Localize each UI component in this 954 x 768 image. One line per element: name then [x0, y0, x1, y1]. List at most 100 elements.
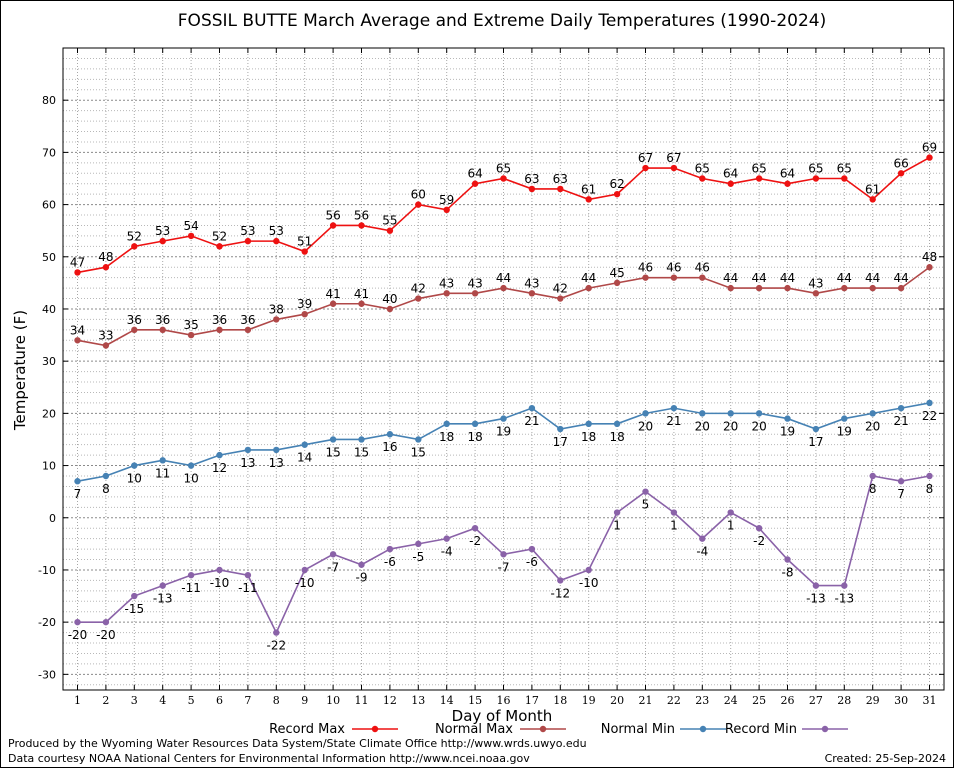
data-point — [74, 337, 81, 344]
data-label: -10 — [579, 576, 599, 590]
data-label: 5 — [642, 498, 650, 512]
x-tick-label: 7 — [244, 694, 251, 707]
data-point — [670, 274, 678, 281]
data-label: 54 — [183, 219, 198, 233]
data-label: 7 — [897, 487, 905, 501]
legend-swatch-marker — [371, 725, 379, 733]
data-label: 36 — [240, 313, 255, 327]
data-label: 40 — [382, 292, 397, 306]
data-label: 18 — [581, 430, 596, 444]
data-label: 18 — [609, 430, 624, 444]
data-point — [841, 415, 848, 422]
data-point — [897, 170, 905, 177]
data-label: 16 — [382, 440, 397, 454]
data-label: 21 — [524, 414, 539, 428]
data-point — [358, 561, 365, 568]
data-label: -2 — [469, 534, 481, 548]
data-label: 15 — [354, 445, 369, 459]
series-normal-min — [74, 399, 933, 485]
data-point — [187, 232, 195, 240]
data-point — [557, 425, 564, 433]
data-point — [443, 290, 450, 297]
data-point — [841, 175, 848, 182]
data-point — [329, 222, 337, 229]
data-label: 42 — [553, 282, 568, 296]
data-label: 65 — [496, 161, 511, 175]
data-label: 53 — [155, 224, 170, 238]
data-point — [415, 201, 422, 208]
data-point — [500, 415, 507, 422]
data-label: 19 — [780, 425, 795, 439]
footer-producer: Produced by the Wyoming Water Resources … — [8, 737, 587, 750]
data-point — [273, 237, 280, 245]
data-point — [585, 284, 592, 292]
data-label: 51 — [297, 235, 312, 249]
data-label: 56 — [354, 208, 369, 222]
data-label: -7 — [327, 560, 339, 574]
series — [74, 154, 933, 636]
data-point — [386, 545, 394, 553]
data-point — [244, 446, 252, 454]
data-label: 55 — [382, 214, 397, 228]
data-label: 20 — [695, 419, 710, 433]
data-label: 44 — [496, 271, 511, 285]
data-point — [301, 248, 308, 255]
data-label: 36 — [155, 313, 170, 327]
data-point — [926, 264, 933, 271]
data-label: 15 — [325, 445, 340, 459]
y-tick-label: 70 — [42, 146, 56, 159]
data-label: 12 — [212, 461, 227, 475]
data-label: 42 — [411, 282, 426, 296]
data-point — [102, 472, 110, 480]
data-point — [131, 326, 138, 334]
data-point — [74, 618, 81, 626]
data-label: 67 — [666, 151, 681, 165]
data-label: -15 — [124, 602, 144, 616]
data-label: 46 — [695, 261, 710, 275]
data-point — [613, 279, 621, 287]
data-label: 64 — [723, 167, 738, 181]
data-label: 64 — [780, 167, 795, 181]
x-tick-label: 9 — [301, 694, 308, 707]
data-point — [443, 420, 450, 428]
data-label: -4 — [696, 545, 708, 559]
data-label: 45 — [609, 266, 624, 280]
y-tick-label: 60 — [42, 199, 56, 212]
data-label: 43 — [439, 276, 454, 290]
data-point — [131, 243, 138, 250]
data-point — [642, 274, 649, 281]
data-label: 63 — [553, 172, 568, 186]
y-tick-label: 10 — [42, 460, 56, 473]
data-label: 17 — [553, 435, 568, 449]
data-point — [585, 196, 592, 203]
data-point — [358, 436, 365, 443]
data-label: 61 — [581, 182, 596, 196]
data-point — [329, 551, 337, 558]
data-label: 21 — [893, 414, 908, 428]
data-point — [557, 577, 564, 584]
data-point — [500, 551, 507, 558]
x-tick-label: 16 — [497, 694, 511, 707]
data-label: 44 — [780, 271, 795, 285]
data-label: 38 — [269, 302, 284, 316]
data-point — [216, 566, 223, 574]
data-point — [301, 566, 308, 574]
data-label: 20 — [638, 419, 653, 433]
data-label: 41 — [354, 287, 369, 301]
data-point — [443, 206, 450, 214]
data-point — [869, 472, 876, 480]
data-label: -10 — [295, 576, 315, 590]
data-point — [415, 436, 422, 443]
x-tick-label: 26 — [781, 694, 795, 707]
data-point — [244, 571, 252, 579]
data-point — [500, 175, 507, 182]
data-point — [869, 410, 876, 417]
legend-item: Normal Min — [601, 722, 726, 737]
data-point — [727, 180, 734, 187]
data-label: 47 — [70, 255, 85, 269]
x-tick-label: 11 — [355, 694, 369, 707]
data-label: 13 — [240, 456, 255, 470]
data-point — [471, 290, 479, 297]
data-label: 67 — [638, 151, 653, 165]
y-tick-label: 30 — [42, 355, 56, 368]
